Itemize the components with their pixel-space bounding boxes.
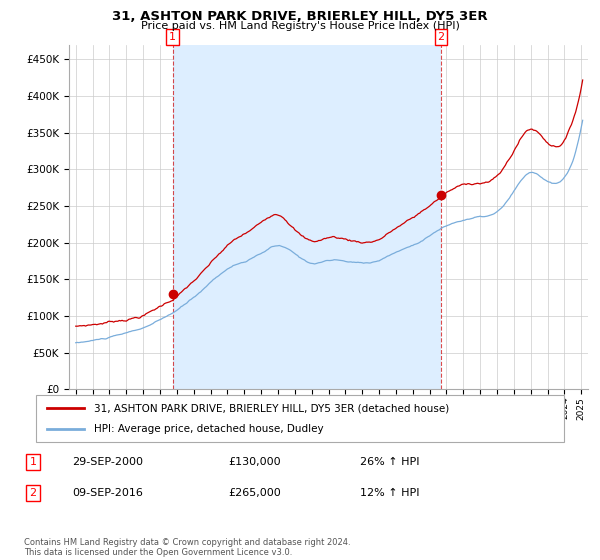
- Text: 09-SEP-2016: 09-SEP-2016: [72, 488, 143, 498]
- Text: 2: 2: [437, 32, 445, 42]
- Text: 26% ↑ HPI: 26% ↑ HPI: [360, 457, 419, 467]
- Bar: [173, 45, 441, 389]
- Text: HPI: Average price, detached house, Dudley: HPI: Average price, detached house, Dudl…: [94, 424, 324, 434]
- Text: 2: 2: [29, 488, 37, 498]
- Text: £265,000: £265,000: [228, 488, 281, 498]
- Text: Price paid vs. HM Land Registry's House Price Index (HPI): Price paid vs. HM Land Registry's House …: [140, 21, 460, 31]
- Text: 1: 1: [29, 457, 37, 467]
- Text: 1: 1: [169, 32, 176, 42]
- Text: Contains HM Land Registry data © Crown copyright and database right 2024.
This d: Contains HM Land Registry data © Crown c…: [24, 538, 350, 557]
- Text: 31, ASHTON PARK DRIVE, BRIERLEY HILL, DY5 3ER: 31, ASHTON PARK DRIVE, BRIERLEY HILL, DY…: [112, 10, 488, 23]
- FancyBboxPatch shape: [36, 395, 564, 442]
- Text: 12% ↑ HPI: 12% ↑ HPI: [360, 488, 419, 498]
- Text: 29-SEP-2000: 29-SEP-2000: [72, 457, 143, 467]
- Text: 31, ASHTON PARK DRIVE, BRIERLEY HILL, DY5 3ER (detached house): 31, ASHTON PARK DRIVE, BRIERLEY HILL, DY…: [94, 403, 449, 413]
- Text: £130,000: £130,000: [228, 457, 281, 467]
